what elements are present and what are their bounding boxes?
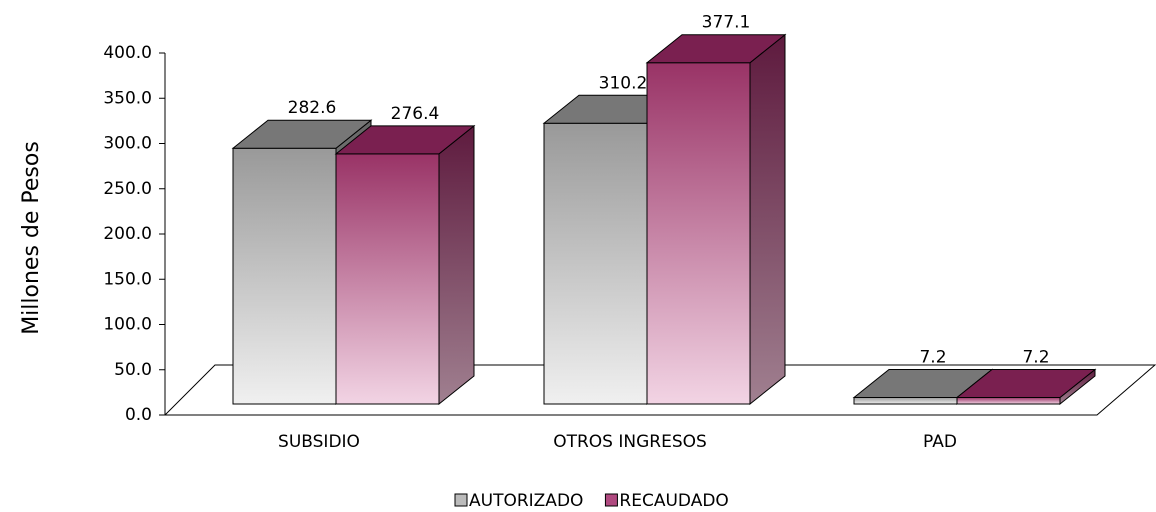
y-axis-label: Millones de Pesos [19, 141, 44, 335]
legend-label: RECAUDADO [619, 491, 728, 511]
bar [232, 147, 337, 405]
y-tick-label: 150.0 [103, 269, 152, 289]
y-tick-label: 200.0 [103, 224, 152, 244]
bar-top [231, 119, 373, 149]
bar [335, 153, 440, 405]
value-label: 377.1 [702, 13, 751, 33]
bar-top [645, 34, 787, 64]
value-label: 310.2 [599, 73, 648, 93]
legend-swatch [604, 493, 618, 507]
x-tick-label: PAD [923, 432, 957, 452]
bar-side [438, 124, 475, 406]
y-tick-label: 400.0 [103, 43, 152, 63]
value-label: 282.6 [288, 98, 337, 118]
y-tick-label: 300.0 [103, 134, 152, 154]
y-tick-label: 350.0 [103, 88, 152, 108]
value-label: 7.2 [1022, 347, 1049, 367]
bar-top [334, 125, 476, 155]
value-label: 7.2 [919, 347, 946, 367]
x-tick-label: SUBSIDIO [278, 432, 360, 452]
value-label: 276.4 [391, 104, 440, 124]
y-tick-label: 50.0 [114, 360, 152, 380]
bar [543, 122, 648, 405]
y-tick-label: 250.0 [103, 179, 152, 199]
bar [956, 396, 1061, 405]
bar [646, 62, 751, 405]
y-tick-label: 100.0 [103, 315, 152, 335]
bar-side [749, 33, 786, 406]
x-tick-label: OTROS INGRESOS [553, 432, 707, 452]
y-tick-label: 0.0 [125, 405, 152, 425]
bar [853, 396, 958, 405]
legend-swatch [454, 493, 468, 507]
bar-top [955, 368, 1097, 398]
legend-label: AUTORIZADO [469, 491, 583, 511]
